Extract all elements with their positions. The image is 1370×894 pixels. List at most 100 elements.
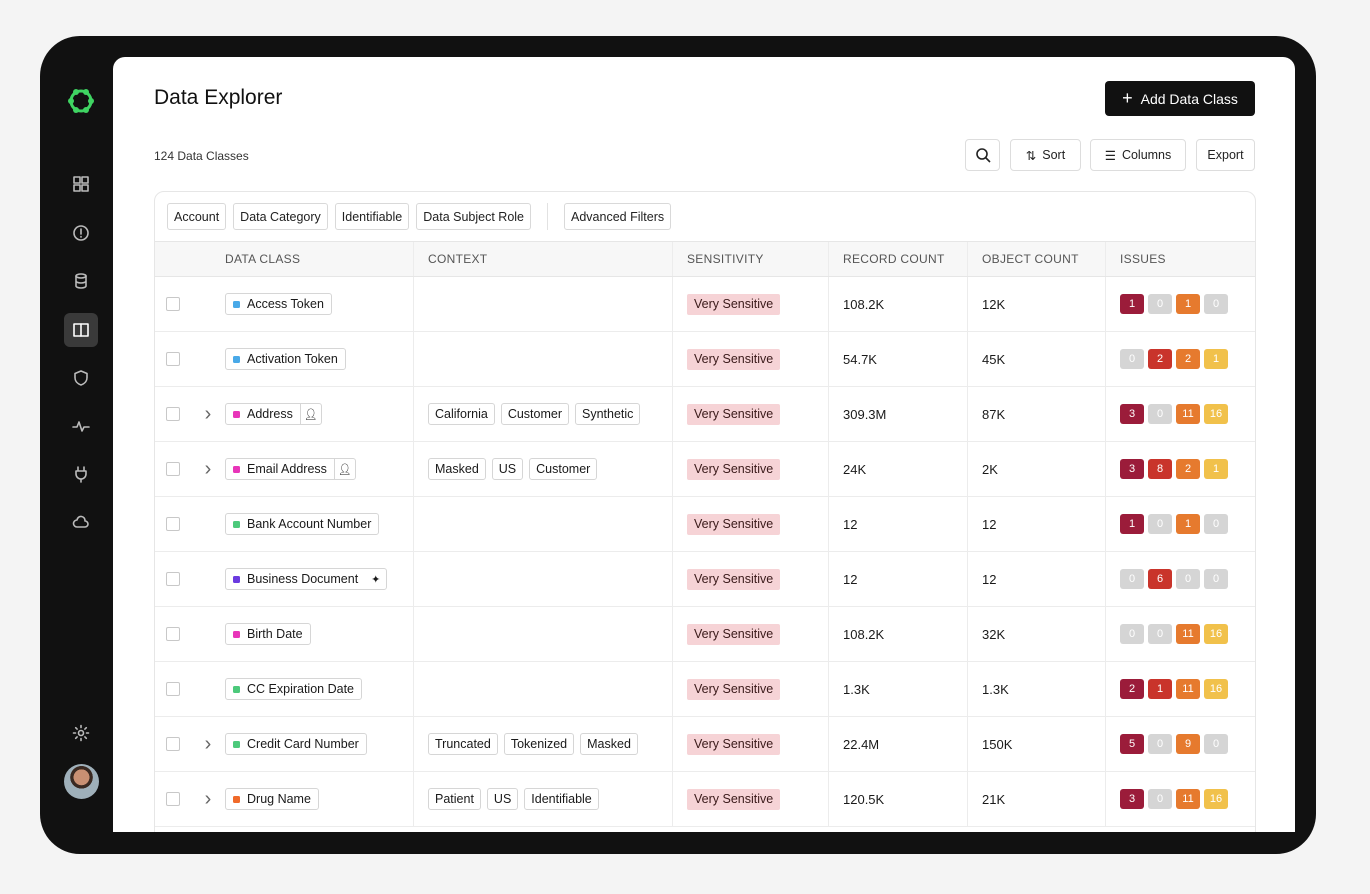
database-icon[interactable]	[64, 264, 98, 298]
issue-count-badge[interactable]: 3	[1120, 789, 1144, 809]
table-row[interactable]: Birth Date Very Sensitive 108.2K 32K 0 0 11 16	[155, 607, 1255, 662]
issue-count-badge[interactable]: 2	[1176, 459, 1200, 479]
issue-count-badge[interactable]: 5	[1120, 734, 1144, 754]
table-row[interactable]: Business Document ✦ Very Sensitive 12 12 0 6 0 0	[155, 552, 1255, 607]
logo-icon[interactable]	[66, 86, 96, 116]
context-tag[interactable]: Synthetic	[575, 403, 641, 425]
data-class-tag[interactable]: Activation Token	[225, 348, 346, 370]
row-checkbox[interactable]	[166, 517, 180, 531]
context-tag[interactable]: California	[428, 403, 495, 425]
filter-data-category[interactable]: Data Category	[233, 203, 328, 230]
issue-count-badge[interactable]: 2	[1176, 349, 1200, 369]
issue-count-badge[interactable]: 0	[1148, 514, 1172, 534]
data-class-tag[interactable]: Credit Card Number	[225, 733, 367, 755]
issue-count-badge[interactable]: 2	[1120, 679, 1144, 699]
issue-count-badge[interactable]: 11	[1176, 679, 1200, 699]
issue-count-badge[interactable]: 0	[1204, 514, 1228, 534]
issue-count-badge[interactable]: 0	[1176, 569, 1200, 589]
cloud-icon[interactable]	[64, 505, 98, 539]
data-class-tag[interactable]: Drug Name	[225, 788, 319, 810]
issue-count-badge[interactable]: 2	[1148, 349, 1172, 369]
issue-count-badge[interactable]: 0	[1120, 349, 1144, 369]
issue-count-badge[interactable]: 11	[1176, 404, 1200, 424]
row-checkbox[interactable]	[166, 737, 180, 751]
data-class-tag[interactable]: Access Token	[225, 293, 332, 315]
data-class-tag[interactable]: Birth Date	[225, 623, 311, 645]
row-checkbox[interactable]	[166, 462, 180, 476]
issue-count-badge[interactable]: 0	[1148, 404, 1172, 424]
column-header-object-count[interactable]: OBJECT COUNT	[968, 242, 1106, 276]
chevron-right-icon[interactable]: ›	[204, 402, 212, 425]
column-header-context[interactable]: CONTEXT	[414, 242, 673, 276]
table-row[interactable]: Access Token Very Sensitive 108.2K 12K 1 0 1 0	[155, 277, 1255, 332]
context-tag[interactable]: Masked	[580, 733, 638, 755]
add-data-class-button[interactable]: + Add Data Class	[1105, 81, 1255, 116]
chevron-right-icon[interactable]: ›	[204, 732, 212, 755]
issue-count-badge[interactable]: 0	[1204, 294, 1228, 314]
context-tag[interactable]: Customer	[500, 403, 569, 425]
issue-count-badge[interactable]: 11	[1176, 624, 1200, 644]
activity-icon[interactable]	[64, 409, 98, 443]
context-tag[interactable]: Tokenized	[503, 733, 575, 755]
column-header-issues[interactable]: ISSUES	[1120, 252, 1166, 266]
chevron-right-icon[interactable]: ›	[204, 457, 212, 480]
data-class-tag[interactable]: CC Expiration Date	[225, 678, 362, 700]
table-row[interactable]: CC Expiration Date Very Sensitive 1.3K 1.3K…	[155, 662, 1255, 717]
sort-button[interactable]: ⇅ Sort	[1010, 139, 1081, 171]
data-class-tag[interactable]: Bank Account Number	[225, 513, 380, 535]
issue-count-badge[interactable]: 1	[1120, 514, 1144, 534]
issue-count-badge[interactable]: 0	[1120, 569, 1144, 589]
column-header-record-count[interactable]: RECORD COUNT	[829, 242, 968, 276]
table-row[interactable]: › Drug Name Patient US Identifiable Very Sens…	[155, 772, 1255, 827]
issue-count-badge[interactable]: 3	[1120, 459, 1144, 479]
issue-count-badge[interactable]: 11	[1176, 789, 1200, 809]
data-explorer-icon[interactable]	[64, 313, 98, 347]
context-tag[interactable]: US	[491, 458, 524, 480]
context-tag[interactable]: Masked	[428, 458, 486, 480]
data-class-tag[interactable]: Email Address 👤︎	[225, 458, 356, 480]
table-row[interactable]: › Address 👤︎ California Customer Synthetic Ver…	[155, 387, 1255, 442]
chevron-right-icon[interactable]: ›	[204, 787, 212, 810]
issue-count-badge[interactable]: 1	[1204, 459, 1228, 479]
issue-count-badge[interactable]: 8	[1148, 459, 1172, 479]
row-checkbox[interactable]	[166, 352, 180, 366]
columns-button[interactable]: ☰ Columns	[1090, 139, 1186, 171]
context-tag[interactable]: US	[486, 788, 519, 810]
issue-count-badge[interactable]: 0	[1148, 294, 1172, 314]
data-class-tag[interactable]: Address 👤︎	[225, 403, 322, 425]
data-class-tag[interactable]: Business Document ✦	[225, 568, 388, 590]
table-row[interactable]: › Email Address 👤︎ Masked US Customer Very Sen…	[155, 442, 1255, 497]
issue-count-badge[interactable]: 9	[1176, 734, 1200, 754]
issue-count-badge[interactable]: 16	[1204, 624, 1228, 644]
issue-count-badge[interactable]: 0	[1204, 569, 1228, 589]
context-tag[interactable]: Truncated	[428, 733, 498, 755]
context-tag[interactable]: Customer	[529, 458, 598, 480]
column-header-sensitivity[interactable]: SENSITIVITY	[673, 242, 829, 276]
issue-count-badge[interactable]: 1	[1176, 514, 1200, 534]
issue-count-badge[interactable]: 16	[1204, 679, 1228, 699]
issue-count-badge[interactable]: 16	[1204, 404, 1228, 424]
issue-count-badge[interactable]: 1	[1204, 349, 1228, 369]
issue-count-badge[interactable]: 16	[1204, 789, 1228, 809]
context-tag[interactable]: Patient	[428, 788, 481, 810]
search-button[interactable]	[965, 139, 1000, 171]
issue-count-badge[interactable]: 0	[1204, 734, 1228, 754]
dashboard-icon[interactable]	[64, 167, 98, 201]
column-header-data-class[interactable]: DATA CLASS	[225, 242, 414, 276]
row-checkbox[interactable]	[166, 407, 180, 421]
issue-count-badge[interactable]: 1	[1148, 679, 1172, 699]
issue-count-badge[interactable]: 0	[1148, 789, 1172, 809]
row-checkbox[interactable]	[166, 572, 180, 586]
row-checkbox[interactable]	[166, 682, 180, 696]
issue-count-badge[interactable]: 0	[1148, 734, 1172, 754]
issue-count-badge[interactable]: 0	[1120, 624, 1144, 644]
advanced-filters-button[interactable]: Advanced Filters	[564, 203, 672, 230]
row-checkbox[interactable]	[166, 792, 180, 806]
issue-count-badge[interactable]: 6	[1148, 569, 1172, 589]
alert-icon[interactable]	[64, 216, 98, 250]
filter-account[interactable]: Account	[167, 203, 227, 230]
gear-icon[interactable]	[64, 716, 98, 750]
filter-data-subject-role[interactable]: Data Subject Role	[416, 203, 532, 230]
table-row[interactable]: Bank Account Number Very Sensitive 12 12 1 0 1…	[155, 497, 1255, 552]
row-checkbox[interactable]	[166, 627, 180, 641]
